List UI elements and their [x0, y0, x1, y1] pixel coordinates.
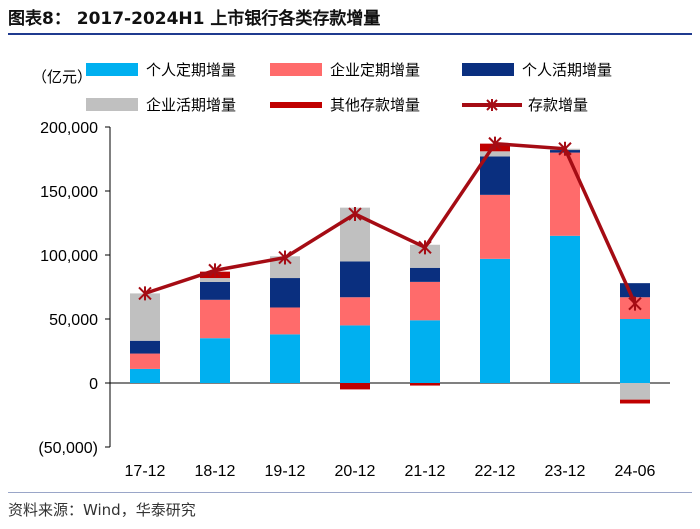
legend-item-corporate-term: 企业定期增量: [270, 59, 420, 80]
x-tick-label: 20-12: [335, 463, 376, 480]
bar-segment: [480, 156, 510, 195]
bar-segment: [200, 338, 230, 383]
y-tick-label: 200,000: [40, 120, 98, 137]
stacked-bar-chart: (50,000) 0 50,000 100,000 150,000 200,000 17-1…: [38, 120, 670, 480]
legend-label: 存款增量: [528, 96, 589, 114]
bar-segment: [340, 261, 370, 298]
line-marker: [208, 263, 222, 278]
bar-segment: [340, 297, 370, 326]
bar-segment: [270, 256, 300, 279]
legend-label: 企业活期增量: [146, 96, 237, 114]
bar-segment: [130, 293, 160, 341]
bar-segment: [410, 267, 440, 282]
legend-swatch-total: [462, 98, 522, 111]
x-tick-label: 23-12: [545, 463, 586, 480]
bar-segment: [410, 244, 440, 268]
bar-segment: [270, 334, 300, 383]
x-tick-label: 22-12: [475, 463, 516, 480]
bar-segment: [480, 194, 510, 259]
x-tick-label: 19-12: [265, 463, 306, 480]
bar-segment: [200, 281, 230, 300]
chart-title: 图表8： 2017-2024H1 上市银行各类存款增量: [8, 9, 381, 29]
total-deposit-line: [144, 141, 637, 305]
legend-label: 企业定期增量: [330, 61, 421, 79]
bar-segment: [340, 383, 370, 390]
bar-segment: [620, 319, 650, 383]
legend-label: 其他存款增量: [330, 96, 421, 114]
bar-segment: [200, 299, 230, 339]
bar-segment: [410, 320, 440, 383]
unit-label: （亿元）: [32, 68, 93, 86]
bar-segment: [130, 368, 160, 383]
legend-item-corporate-demand: 企业活期增量: [86, 94, 236, 115]
y-tick-label: 50,000: [49, 312, 98, 329]
y-tick-label: (50,000): [38, 440, 98, 457]
line-marker: [418, 240, 432, 255]
bar-segment: [480, 151, 510, 157]
x-tick-label: 24-06: [615, 463, 656, 480]
line-marker: [278, 250, 292, 265]
legend-swatch-corporate-term: [270, 63, 322, 76]
bar-segment: [620, 283, 650, 298]
title-underline: [8, 33, 692, 35]
bar-segment: [620, 399, 650, 404]
legend-swatch-other: [270, 101, 322, 108]
legend-item-other: 其他存款增量: [270, 94, 420, 115]
bar-segment: [550, 235, 580, 383]
source-note: 资料来源：Wind，华泰研究: [8, 501, 196, 519]
legend-label: 个人活期增量: [522, 61, 613, 79]
bar-segment: [130, 353, 160, 369]
legend-item-personal-demand: 个人活期增量: [462, 59, 612, 80]
x-tick-label: 17-12: [125, 463, 166, 480]
legend-swatch-corporate-demand: [86, 98, 138, 111]
line-marker: [558, 141, 572, 156]
bar-segment: [410, 281, 440, 321]
legend-item-total: 存款增量: [462, 94, 588, 115]
bar-segment: [620, 383, 650, 400]
line-marker: [138, 286, 152, 301]
bar-segment: [270, 307, 300, 335]
bar-segment: [410, 383, 440, 386]
line-marker: [488, 136, 502, 151]
x-tick-label: 18-12: [195, 463, 236, 480]
source-divider: [8, 492, 692, 493]
line-marker: [628, 296, 642, 311]
y-tick-label: 100,000: [40, 248, 98, 265]
legend-label: 个人定期增量: [146, 61, 237, 79]
line-marker: [348, 207, 362, 222]
legend-item-personal-term: 个人定期增量: [86, 59, 236, 80]
bar-segment: [130, 340, 160, 354]
y-tick-label: 150,000: [40, 184, 98, 201]
bar-segment: [480, 258, 510, 383]
legend-swatch-personal-demand: [462, 63, 514, 76]
bar-segment: [270, 278, 300, 308]
bar-segment: [340, 325, 370, 383]
bar-segment: [550, 152, 580, 236]
x-tick-label: 21-12: [405, 463, 446, 480]
legend-swatch-personal-term: [86, 63, 138, 76]
y-tick-label: 0: [89, 376, 98, 393]
bar-segment: [200, 278, 230, 282]
